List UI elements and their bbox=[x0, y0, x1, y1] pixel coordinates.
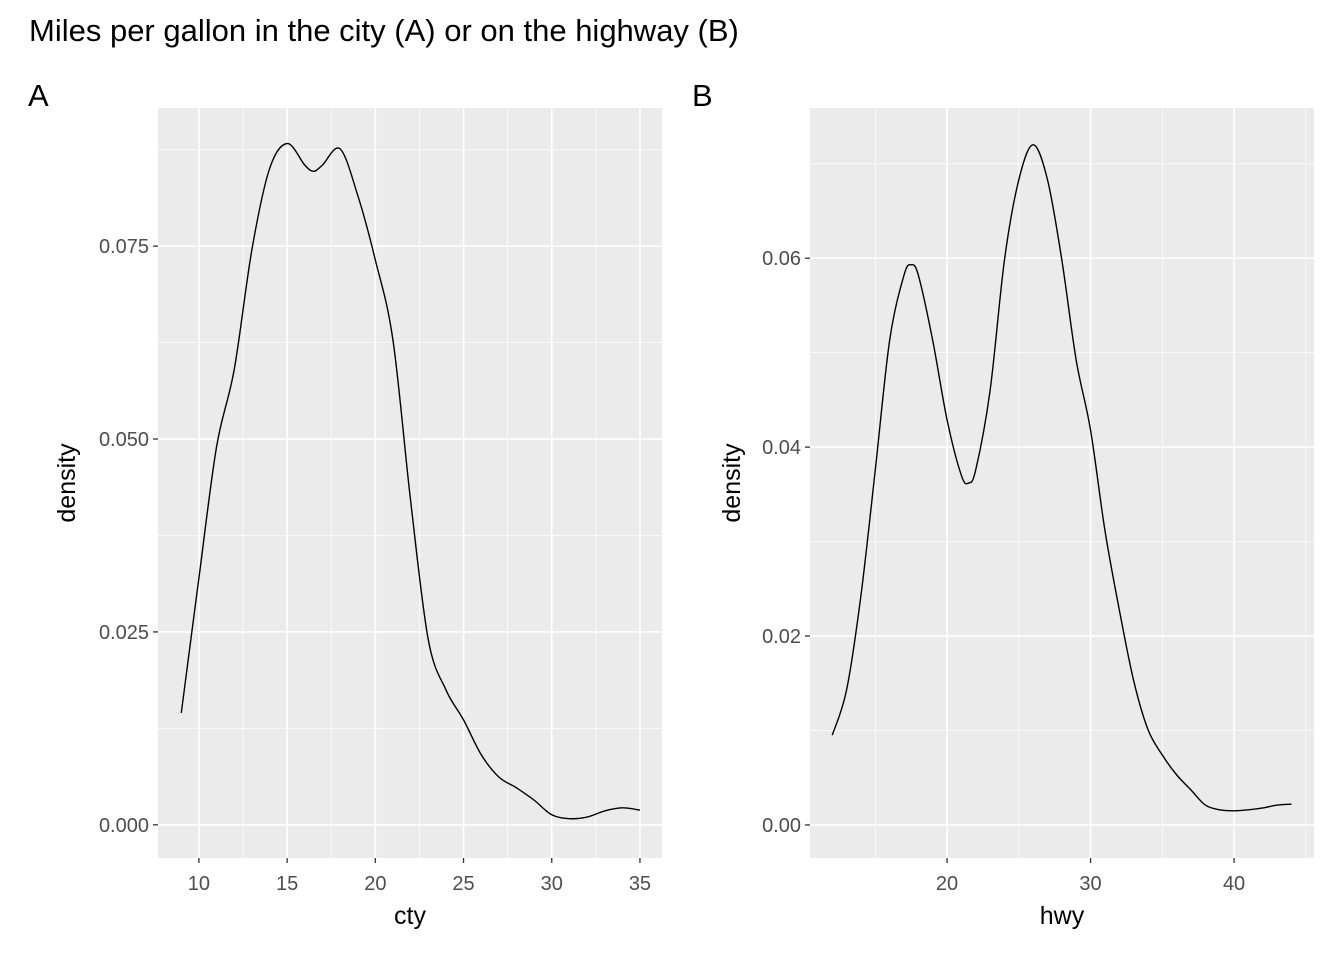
y-tick-label: 0.00 bbox=[762, 815, 801, 837]
x-tick-label: 40 bbox=[1223, 873, 1245, 895]
figure-title: Miles per gallon in the city (A) or on t… bbox=[29, 13, 739, 48]
x-tick-label: 20 bbox=[364, 873, 386, 895]
density-line bbox=[180, 142, 641, 820]
y-tick-label: 0.06 bbox=[762, 248, 801, 270]
density-line bbox=[831, 144, 1292, 812]
panel-tag: B bbox=[692, 78, 713, 113]
x-tick-label: 30 bbox=[541, 873, 563, 895]
x-tick-label: 25 bbox=[452, 873, 474, 895]
y-tick-label: 0.04 bbox=[762, 437, 801, 459]
x-tick-label: 10 bbox=[188, 873, 210, 895]
x-tick-label: 30 bbox=[1079, 873, 1101, 895]
y-tick-label: 0.075 bbox=[99, 236, 149, 258]
y-tick-label: 0.050 bbox=[99, 429, 149, 451]
plot-background bbox=[810, 108, 1314, 858]
x-axis-title: cty bbox=[394, 902, 426, 930]
y-axis-title: density bbox=[718, 443, 746, 523]
x-axis-title: hwy bbox=[1040, 902, 1085, 930]
x-tick-label: 20 bbox=[936, 873, 958, 895]
x-tick-label: 35 bbox=[629, 873, 651, 895]
x-tick-label: 15 bbox=[276, 873, 298, 895]
y-tick-label: 0.02 bbox=[762, 626, 801, 648]
panel-tag: A bbox=[28, 78, 49, 113]
plot-background bbox=[158, 108, 662, 858]
y-tick-label: 0.000 bbox=[99, 815, 149, 837]
y-tick-label: 0.025 bbox=[99, 622, 149, 644]
y-axis-title: density bbox=[53, 443, 81, 523]
